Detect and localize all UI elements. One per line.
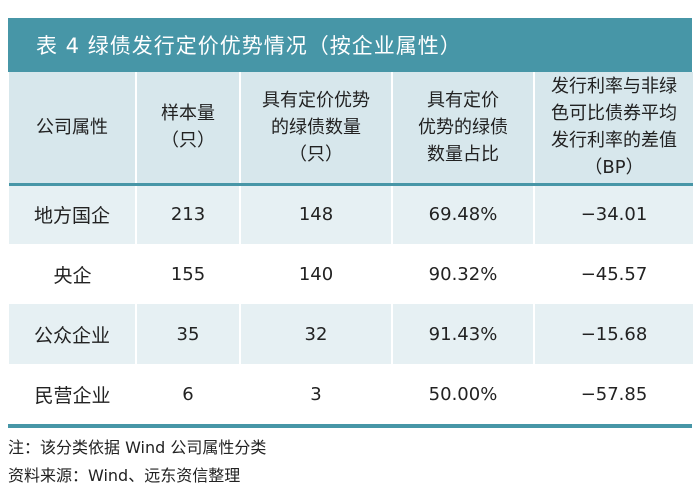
table-row: 民营企业 6 3 50.00% −57.85	[8, 364, 693, 424]
table-title: 表 4 绿债发行定价优势情况（按企业属性）	[8, 18, 692, 72]
cell-sample: 6	[135, 364, 240, 424]
cell-count: 140	[239, 244, 392, 304]
note-text: 注：该分类依据 Wind 公司属性分类	[8, 438, 267, 457]
cell-count: 32	[239, 304, 392, 364]
cell-ratio: 69.48%	[391, 184, 534, 244]
header-rate-difference: 发行利率与非绿 色可比债券平均 发行利率的差值 （BP）	[533, 72, 693, 184]
cell-count: 148	[239, 184, 392, 244]
header-advantage-count: 具有定价优势 的绿债数量 （只）	[239, 72, 392, 184]
table-row: 地方国企 213 148 69.48% −34.01	[9, 184, 693, 244]
cell-sample: 155	[135, 244, 240, 304]
cell-diff: −15.68	[533, 304, 693, 364]
cell-count: 3	[239, 364, 392, 424]
cell-sample: 213	[135, 184, 240, 244]
cell-diff: −57.85	[533, 364, 693, 424]
cell-attr: 民营企业	[8, 364, 136, 424]
cell-diff: −45.57	[533, 244, 693, 304]
table-row: 央企 155 140 90.32% −45.57	[8, 244, 693, 304]
table-row: 公众企业 35 32 91.43% −15.68	[9, 304, 693, 364]
bottom-rule	[8, 424, 692, 428]
data-table: 公司属性 样本量 （只） 具有定价优势 的绿债数量 （只） 具有定价 优势的绿债…	[8, 72, 693, 424]
cell-diff: −34.01	[533, 184, 693, 244]
table-header-row: 公司属性 样本量 （只） 具有定价优势 的绿债数量 （只） 具有定价 优势的绿债…	[9, 72, 693, 184]
cell-attr: 央企	[8, 244, 136, 304]
cell-ratio: 91.43%	[391, 304, 534, 364]
source-text: 资料来源：Wind、远东资信整理	[8, 466, 241, 485]
cell-attr: 公众企业	[33, 324, 110, 347]
cell-ratio: 50.00%	[391, 364, 534, 424]
table-notes: 注：该分类依据 Wind 公司属性分类 资料来源：Wind、远东资信整理	[8, 434, 692, 490]
cell-ratio: 90.32%	[391, 244, 534, 304]
cell-attr: 地方国企	[33, 205, 110, 228]
cell-sample: 35	[135, 304, 240, 364]
header-sample-size: 样本量 （只）	[135, 72, 240, 184]
header-advantage-ratio: 具有定价 优势的绿债 数量占比	[391, 72, 534, 184]
header-company-attr: 公司属性	[36, 116, 108, 138]
